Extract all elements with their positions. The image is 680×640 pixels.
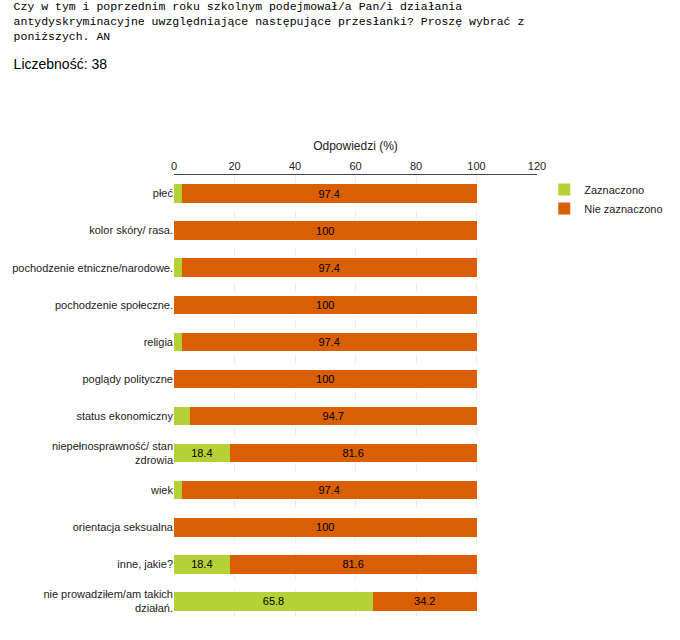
svg-text:65.8: 65.8: [263, 595, 284, 607]
svg-text:20: 20: [228, 160, 240, 172]
svg-text:Odpowiedzi (%): Odpowiedzi (%): [313, 139, 398, 153]
svg-text:płeć: płeć: [153, 187, 174, 199]
svg-text:97.4: 97.4: [318, 262, 339, 274]
svg-text:100: 100: [316, 373, 334, 385]
svg-text:120: 120: [528, 160, 546, 172]
svg-text:kolor skóry/ rasa.: kolor skóry/ rasa.: [89, 224, 173, 236]
svg-text:100: 100: [467, 160, 485, 172]
svg-text:niepełnosprawność/ stanzdrowia: niepełnosprawność/ stanzdrowia: [52, 440, 174, 466]
svg-text:100: 100: [316, 299, 334, 311]
svg-text:80: 80: [410, 160, 422, 172]
svg-text:pochodzenie etniczne/narodowe.: pochodzenie etniczne/narodowe.: [12, 262, 173, 274]
svg-text:60: 60: [349, 160, 361, 172]
svg-text:inne, jakie?: inne, jakie?: [117, 558, 173, 570]
svg-text:0: 0: [171, 160, 177, 172]
svg-text:status ekonomiczny: status ekonomiczny: [76, 410, 173, 422]
svg-text:100: 100: [316, 521, 334, 533]
svg-text:pochodzenie społeczne.: pochodzenie społeczne.: [55, 299, 173, 311]
svg-text:40: 40: [289, 160, 301, 172]
svg-text:nie prowadziłem/am takichdział: nie prowadziłem/am takichdziałań.: [43, 588, 173, 614]
svg-text:18.4: 18.4: [191, 558, 212, 570]
svg-text:97.4: 97.4: [318, 484, 339, 496]
svg-text:religia: religia: [144, 336, 174, 348]
svg-text:Czy w tym i poprzednim roku sz: Czy w tym i poprzednim roku szkolnym pod…: [14, 0, 525, 72]
svg-text:orientacja seksualna: orientacja seksualna: [73, 521, 174, 533]
svg-text:wiek: wiek: [150, 484, 174, 496]
svg-text:18.4: 18.4: [191, 447, 212, 459]
svg-text:100: 100: [316, 225, 334, 237]
svg-text:34.2: 34.2: [414, 595, 435, 607]
svg-text:97.4: 97.4: [318, 188, 339, 200]
svg-text:97.4: 97.4: [318, 336, 339, 348]
svg-text:Nie zaznaczono: Nie zaznaczono: [584, 203, 662, 215]
svg-text:81.6: 81.6: [342, 447, 363, 459]
svg-text:poglądy polityczne: poglądy polityczne: [82, 373, 173, 385]
svg-text:81.6: 81.6: [342, 558, 363, 570]
svg-text:94.7: 94.7: [323, 410, 344, 422]
svg-text:Zaznaczono: Zaznaczono: [584, 184, 644, 196]
